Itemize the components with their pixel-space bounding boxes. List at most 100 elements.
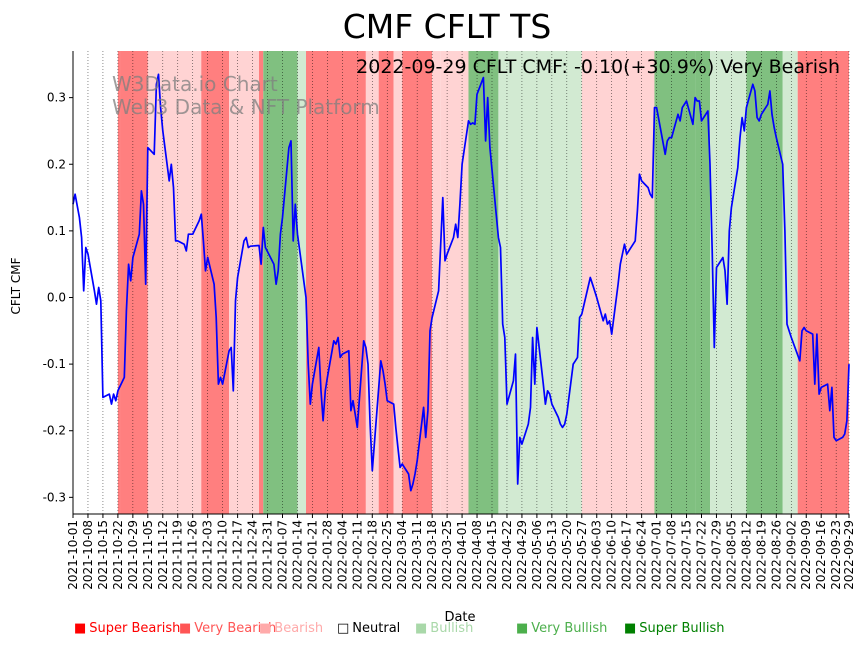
x-tick-label: 2022-03-04: [395, 520, 409, 590]
x-tick-label: 2022-01-14: [290, 520, 304, 590]
x-tick-label: 2022-08-05: [724, 520, 738, 590]
legend-label: Very Bullish: [531, 621, 608, 636]
x-tick-label: 2022-08-19: [754, 520, 768, 590]
y-tick-label: 0.2: [47, 157, 66, 171]
series-line-cflt-cmf: [72, 73, 850, 492]
signal-band-bullish: [782, 51, 798, 514]
legend-label: Bullish: [430, 621, 474, 636]
x-tick-label: 2022-03-25: [440, 520, 454, 590]
legend-item: ■ Super Bearish: [74, 621, 180, 636]
x-tick-label: 2021-10-08: [81, 520, 95, 590]
legend-swatch-icon: ■: [415, 621, 428, 636]
x-tick-label: 2021-11-12: [156, 520, 170, 590]
x-tick-label: 2022-03-18: [425, 520, 439, 590]
signal-band-bearish: [432, 51, 441, 514]
x-tick-label: 2021-11-05: [141, 520, 155, 590]
x-tick-label: 2022-09-09: [799, 520, 813, 590]
legend-swatch-icon: ■: [516, 621, 529, 636]
x-tick-label: 2022-05-13: [545, 520, 559, 590]
x-tick-label: 2021-11-19: [171, 520, 185, 590]
x-tick-label: 2021-10-01: [66, 520, 80, 590]
legend-swatch-icon: ■: [74, 621, 87, 636]
signal-band-very-bullish: [468, 51, 499, 514]
x-tick-label: 2022-05-20: [560, 520, 574, 590]
x-tick-label: 2021-11-26: [186, 520, 200, 590]
x-tick-label: 2022-04-29: [515, 520, 529, 590]
signal-band-very-bearish: [258, 51, 264, 514]
x-tick-label: 2022-02-25: [380, 520, 394, 590]
signal-band-very-bullish: [282, 51, 298, 514]
legend-label: Bearish: [274, 621, 324, 636]
x-tick-label: 2022-06-24: [635, 520, 649, 590]
x-tick-label: 2022-05-06: [530, 520, 544, 590]
legend-item: ■ Bearish: [259, 621, 323, 636]
x-tick-label: 2022-08-12: [739, 520, 753, 590]
x-tick-label: 2022-01-28: [320, 520, 334, 590]
series-layer: [72, 73, 850, 492]
legend-swatch-icon: ■: [624, 621, 637, 636]
x-axis-label: Date: [444, 610, 475, 625]
legend-item: □ Neutral: [337, 621, 400, 636]
watermark-line-2: Web3 Data & NFT Platform: [112, 95, 380, 119]
x-tick-label: 2022-08-26: [769, 520, 783, 590]
legend-item: ■ Very Bearish: [179, 621, 276, 636]
signal-band-very-bearish: [201, 51, 230, 514]
x-tick-label: 2021-12-31: [261, 520, 275, 590]
signal-band-very-bullish: [263, 51, 283, 514]
y-tick-label: -0.3: [43, 490, 66, 504]
x-tick-label: 2021-10-22: [111, 520, 125, 590]
x-tick-label: 2022-05-27: [575, 520, 589, 590]
x-tick-label: 2022-07-22: [694, 520, 708, 590]
y-tick-label: 0.3: [47, 91, 66, 105]
x-tick-label: 2022-04-08: [470, 520, 484, 590]
signal-band-bearish: [440, 51, 469, 514]
signal-band-bullish: [515, 51, 582, 514]
x-tick-label: 2022-07-29: [709, 520, 723, 590]
x-tick-label: 2021-12-17: [231, 520, 245, 590]
signal-band-very-bullish: [695, 51, 711, 514]
x-tick-label: 2022-07-08: [665, 520, 679, 590]
signal-bands: [117, 51, 849, 514]
x-tick-label: 2022-02-04: [335, 520, 349, 590]
x-tick-label: 2021-12-24: [246, 520, 260, 590]
x-tick-label: 2022-04-15: [485, 520, 499, 590]
chart-title: CMF CFLT TS: [343, 7, 552, 46]
x-tick-label: 2021-10-15: [96, 520, 110, 590]
watermark-line-1: W3Data.io Chart: [112, 72, 278, 96]
x-tick-label: 2021-12-10: [216, 520, 230, 590]
x-tick-label: 2022-02-18: [365, 520, 379, 590]
x-tick-label: 2022-01-21: [305, 520, 319, 590]
x-tick-label: 2022-06-03: [590, 520, 604, 590]
x-tick-label: 2022-09-23: [829, 520, 843, 590]
y-tick-label: 0.0: [47, 290, 66, 304]
signal-legend: ■ Super Bearish ■ Very Bearish ■ Bearish □ Neut…: [0, 621, 867, 639]
x-tick-label: 2022-02-11: [350, 520, 364, 590]
x-tick-label: 2022-04-22: [500, 520, 514, 590]
signal-band-bullish: [297, 51, 307, 514]
x-tick-label: 2022-07-15: [680, 520, 694, 590]
signal-band-very-bearish: [306, 51, 366, 514]
legend-label: Very Bearish: [194, 621, 277, 636]
legend-item: ■ Bullish: [415, 621, 473, 636]
x-tick-label: 2022-06-17: [620, 520, 634, 590]
legend-label: Neutral: [352, 621, 401, 636]
signal-band-very-bearish: [797, 51, 849, 514]
legend-swatch-icon: ■: [259, 621, 272, 636]
x-tick-label: 2022-03-11: [410, 520, 424, 590]
legend-swatch-icon: ■: [179, 621, 192, 636]
x-tick-label: 2022-04-01: [455, 520, 469, 590]
y-tick-label: -0.1: [43, 357, 66, 371]
x-tick-label: 2022-06-10: [605, 520, 619, 590]
y-tick-label: -0.2: [43, 424, 66, 438]
legend-swatch-icon: □: [337, 621, 350, 636]
signal-band-very-bullish: [746, 51, 783, 514]
legend-label: Super Bullish: [639, 621, 725, 636]
legend-label: Super Bearish: [89, 621, 181, 636]
signal-band-bearish: [393, 51, 403, 514]
signal-band-bearish: [192, 51, 202, 514]
x-tick-label: 2021-12-03: [201, 520, 215, 590]
signal-band-very-bullish: [654, 51, 696, 514]
signal-band-very-bearish: [120, 51, 148, 514]
